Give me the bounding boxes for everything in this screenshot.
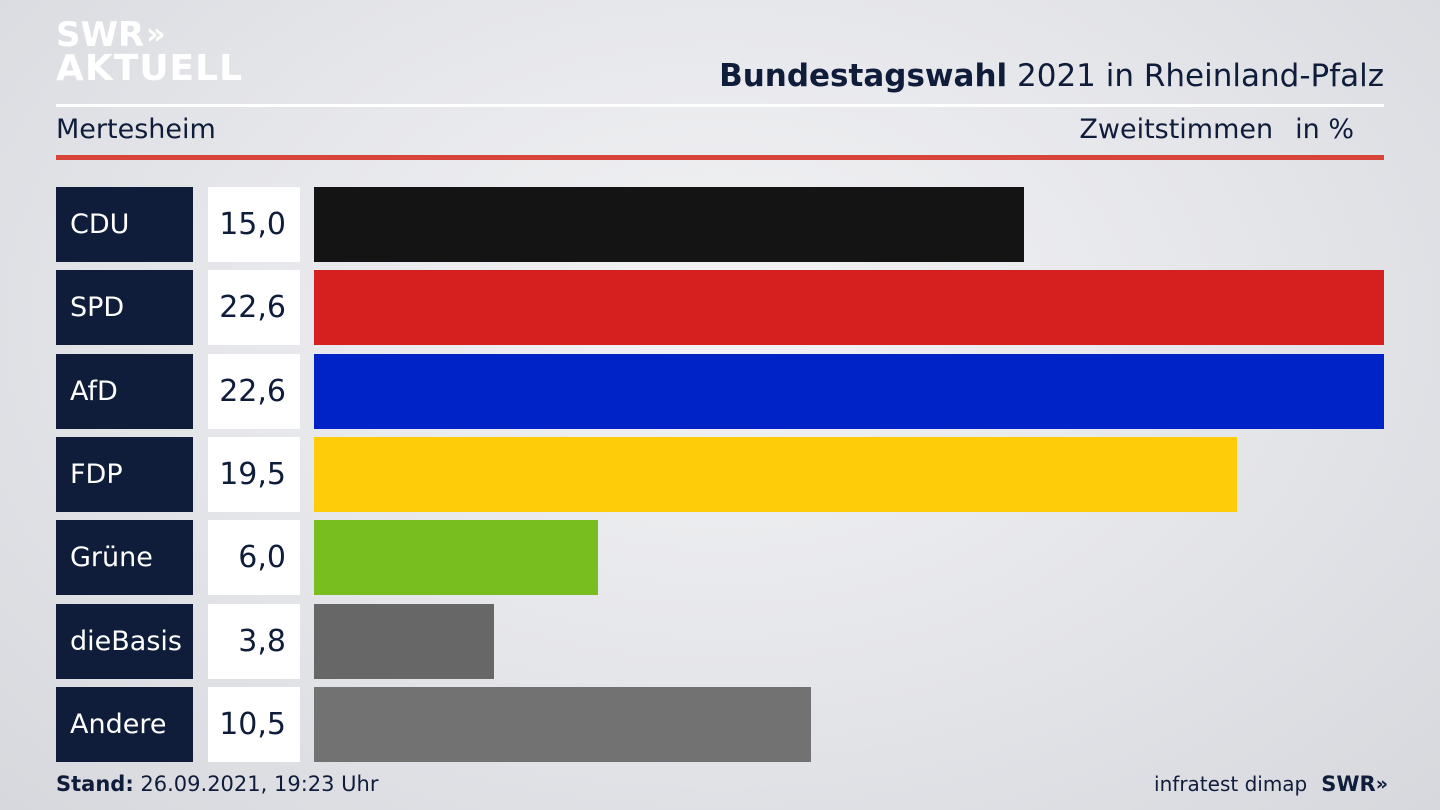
unit-text: in %	[1295, 114, 1354, 145]
bar	[314, 187, 1024, 262]
party-label: CDU	[56, 187, 193, 262]
timestamp-value: 26.09.2021, 19:23 Uhr	[133, 772, 379, 796]
timestamp-label: Stand:	[56, 772, 134, 796]
party-label: dieBasis	[56, 604, 193, 679]
value-label: 22,6	[208, 270, 300, 345]
value-label: 22,6	[208, 354, 300, 429]
measure-label: Zweitstimmen in %	[1079, 114, 1354, 145]
source-credit: infratest dimap SWR»	[1154, 772, 1388, 796]
chart-title-rest: 2021 in Rheinland-Pfalz	[1007, 58, 1384, 94]
bar	[314, 520, 598, 595]
party-label: AfD	[56, 354, 193, 429]
party-label: Andere	[56, 687, 193, 762]
timestamp: Stand: 26.09.2021, 19:23 Uhr	[56, 772, 379, 796]
bar	[314, 270, 1384, 345]
bar-row-4: Grüne 6,0	[56, 520, 1384, 595]
source-text: infratest dimap	[1154, 772, 1308, 796]
party-label: FDP	[56, 437, 193, 512]
bar-row-5: dieBasis 3,8	[56, 604, 1384, 679]
bar-row-0: CDU 15,0	[56, 187, 1384, 262]
value-label: 10,5	[208, 687, 300, 762]
party-label: SPD	[56, 270, 193, 345]
bar	[314, 437, 1237, 512]
bar-row-2: AfD 22,6	[56, 354, 1384, 429]
logo-line2: AKTUELL	[56, 48, 244, 89]
logo-chevron-icon: »	[146, 17, 166, 52]
logo-line1: SWR	[56, 15, 145, 55]
party-label: Grüne	[56, 520, 193, 595]
location-label: Mertesheim	[56, 114, 216, 145]
swr-aktuell-logo: SWR » AKTUELL	[56, 15, 244, 89]
value-label: 19,5	[208, 437, 300, 512]
value-label: 6,0	[208, 520, 300, 595]
value-label: 15,0	[208, 187, 300, 262]
value-label: 3,8	[208, 604, 300, 679]
bar-row-3: FDP 19,5	[56, 437, 1384, 512]
chart-title-bold: Bundestagswahl	[719, 58, 1008, 94]
measure-text: Zweitstimmen	[1079, 114, 1274, 145]
bar	[314, 687, 811, 762]
accent-divider	[56, 155, 1384, 160]
bar-row-6: Andere 10,5	[56, 687, 1384, 762]
bar	[314, 604, 494, 679]
header-divider	[56, 104, 1384, 107]
bar	[314, 354, 1384, 429]
footer-brand: SWR	[1321, 772, 1376, 796]
bar-row-1: SPD 22,6	[56, 270, 1384, 345]
chart-title: Bundestagswahl 2021 in Rheinland-Pfalz	[719, 58, 1384, 94]
footer-chevron-icon: »	[1375, 773, 1388, 795]
